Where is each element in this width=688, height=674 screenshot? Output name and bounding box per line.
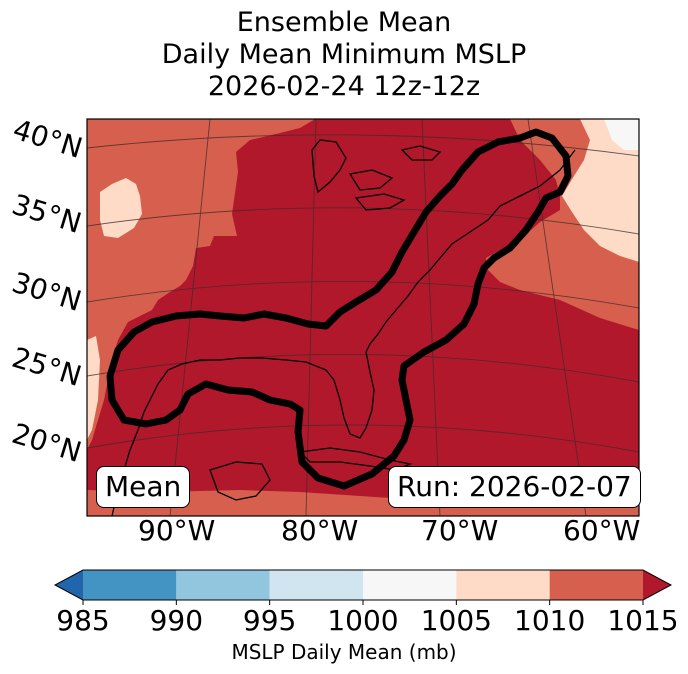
run-date-badge: Run: 2026-02-07 <box>388 466 641 508</box>
gulf-coast <box>143 357 327 413</box>
lon-label-80w: 80°W <box>281 514 359 547</box>
colorbar-bin-4 <box>363 570 457 600</box>
chart-title-line3: 2026-02-24 12z-12z <box>207 71 481 102</box>
field-south-band <box>87 490 639 516</box>
colorbar-bin-1 <box>83 570 177 600</box>
great-lakes <box>311 139 442 211</box>
florida <box>325 351 375 439</box>
colorbar-bin-7 <box>643 570 671 600</box>
lon-label-60w: 60°W <box>563 514 641 547</box>
colorbar-tick-label-995: 995 <box>242 604 297 637</box>
chart-title-line1: Ensemble Mean <box>236 7 452 38</box>
colorbar <box>53 569 673 605</box>
lon-label-70w: 70°W <box>421 514 499 547</box>
map-frame <box>86 118 640 517</box>
parallel-30 <box>87 280 639 309</box>
field-west-peach-strip <box>87 336 100 440</box>
parallel-25 <box>87 353 639 383</box>
colorbar-tick-label-1015: 1015 <box>607 604 679 637</box>
colorbar-bin-3 <box>269 570 363 600</box>
colorbar-bin-6 <box>549 570 643 600</box>
meridian-60 <box>527 119 587 516</box>
colorbar-tick-label-1005: 1005 <box>420 604 492 637</box>
coastlines <box>111 139 576 516</box>
field-west-band <box>87 119 315 450</box>
mslp-contour <box>106 128 572 490</box>
east-coast <box>365 149 576 353</box>
meridian-70 <box>421 119 441 516</box>
meridian-80 <box>305 119 317 516</box>
graticule <box>87 119 639 516</box>
colorbar-tick-label-1010: 1010 <box>514 604 586 637</box>
colorbar-tick-label-1000: 1000 <box>327 604 399 637</box>
colorbar-tick-label-990: 990 <box>149 604 204 637</box>
colorbar-tick-label-985: 985 <box>56 604 110 637</box>
chart-title-line2: Daily Mean Minimum MSLP <box>161 39 527 70</box>
field-ne-peach <box>562 119 639 262</box>
colorbar-bin-5 <box>456 570 550 600</box>
mean-badge: Mean <box>96 466 191 508</box>
parallel-20 <box>87 424 639 453</box>
parallel-35 <box>87 207 639 235</box>
field-ne-white <box>604 119 639 150</box>
colorbar-label: MSLP Daily Mean (mb) <box>231 640 457 664</box>
map-panel <box>87 119 639 516</box>
colorbar-bin-2 <box>176 570 270 600</box>
yucatan <box>209 461 271 501</box>
colorbar-bin-0 <box>55 570 83 600</box>
lon-label-90w: 90°W <box>138 514 216 547</box>
